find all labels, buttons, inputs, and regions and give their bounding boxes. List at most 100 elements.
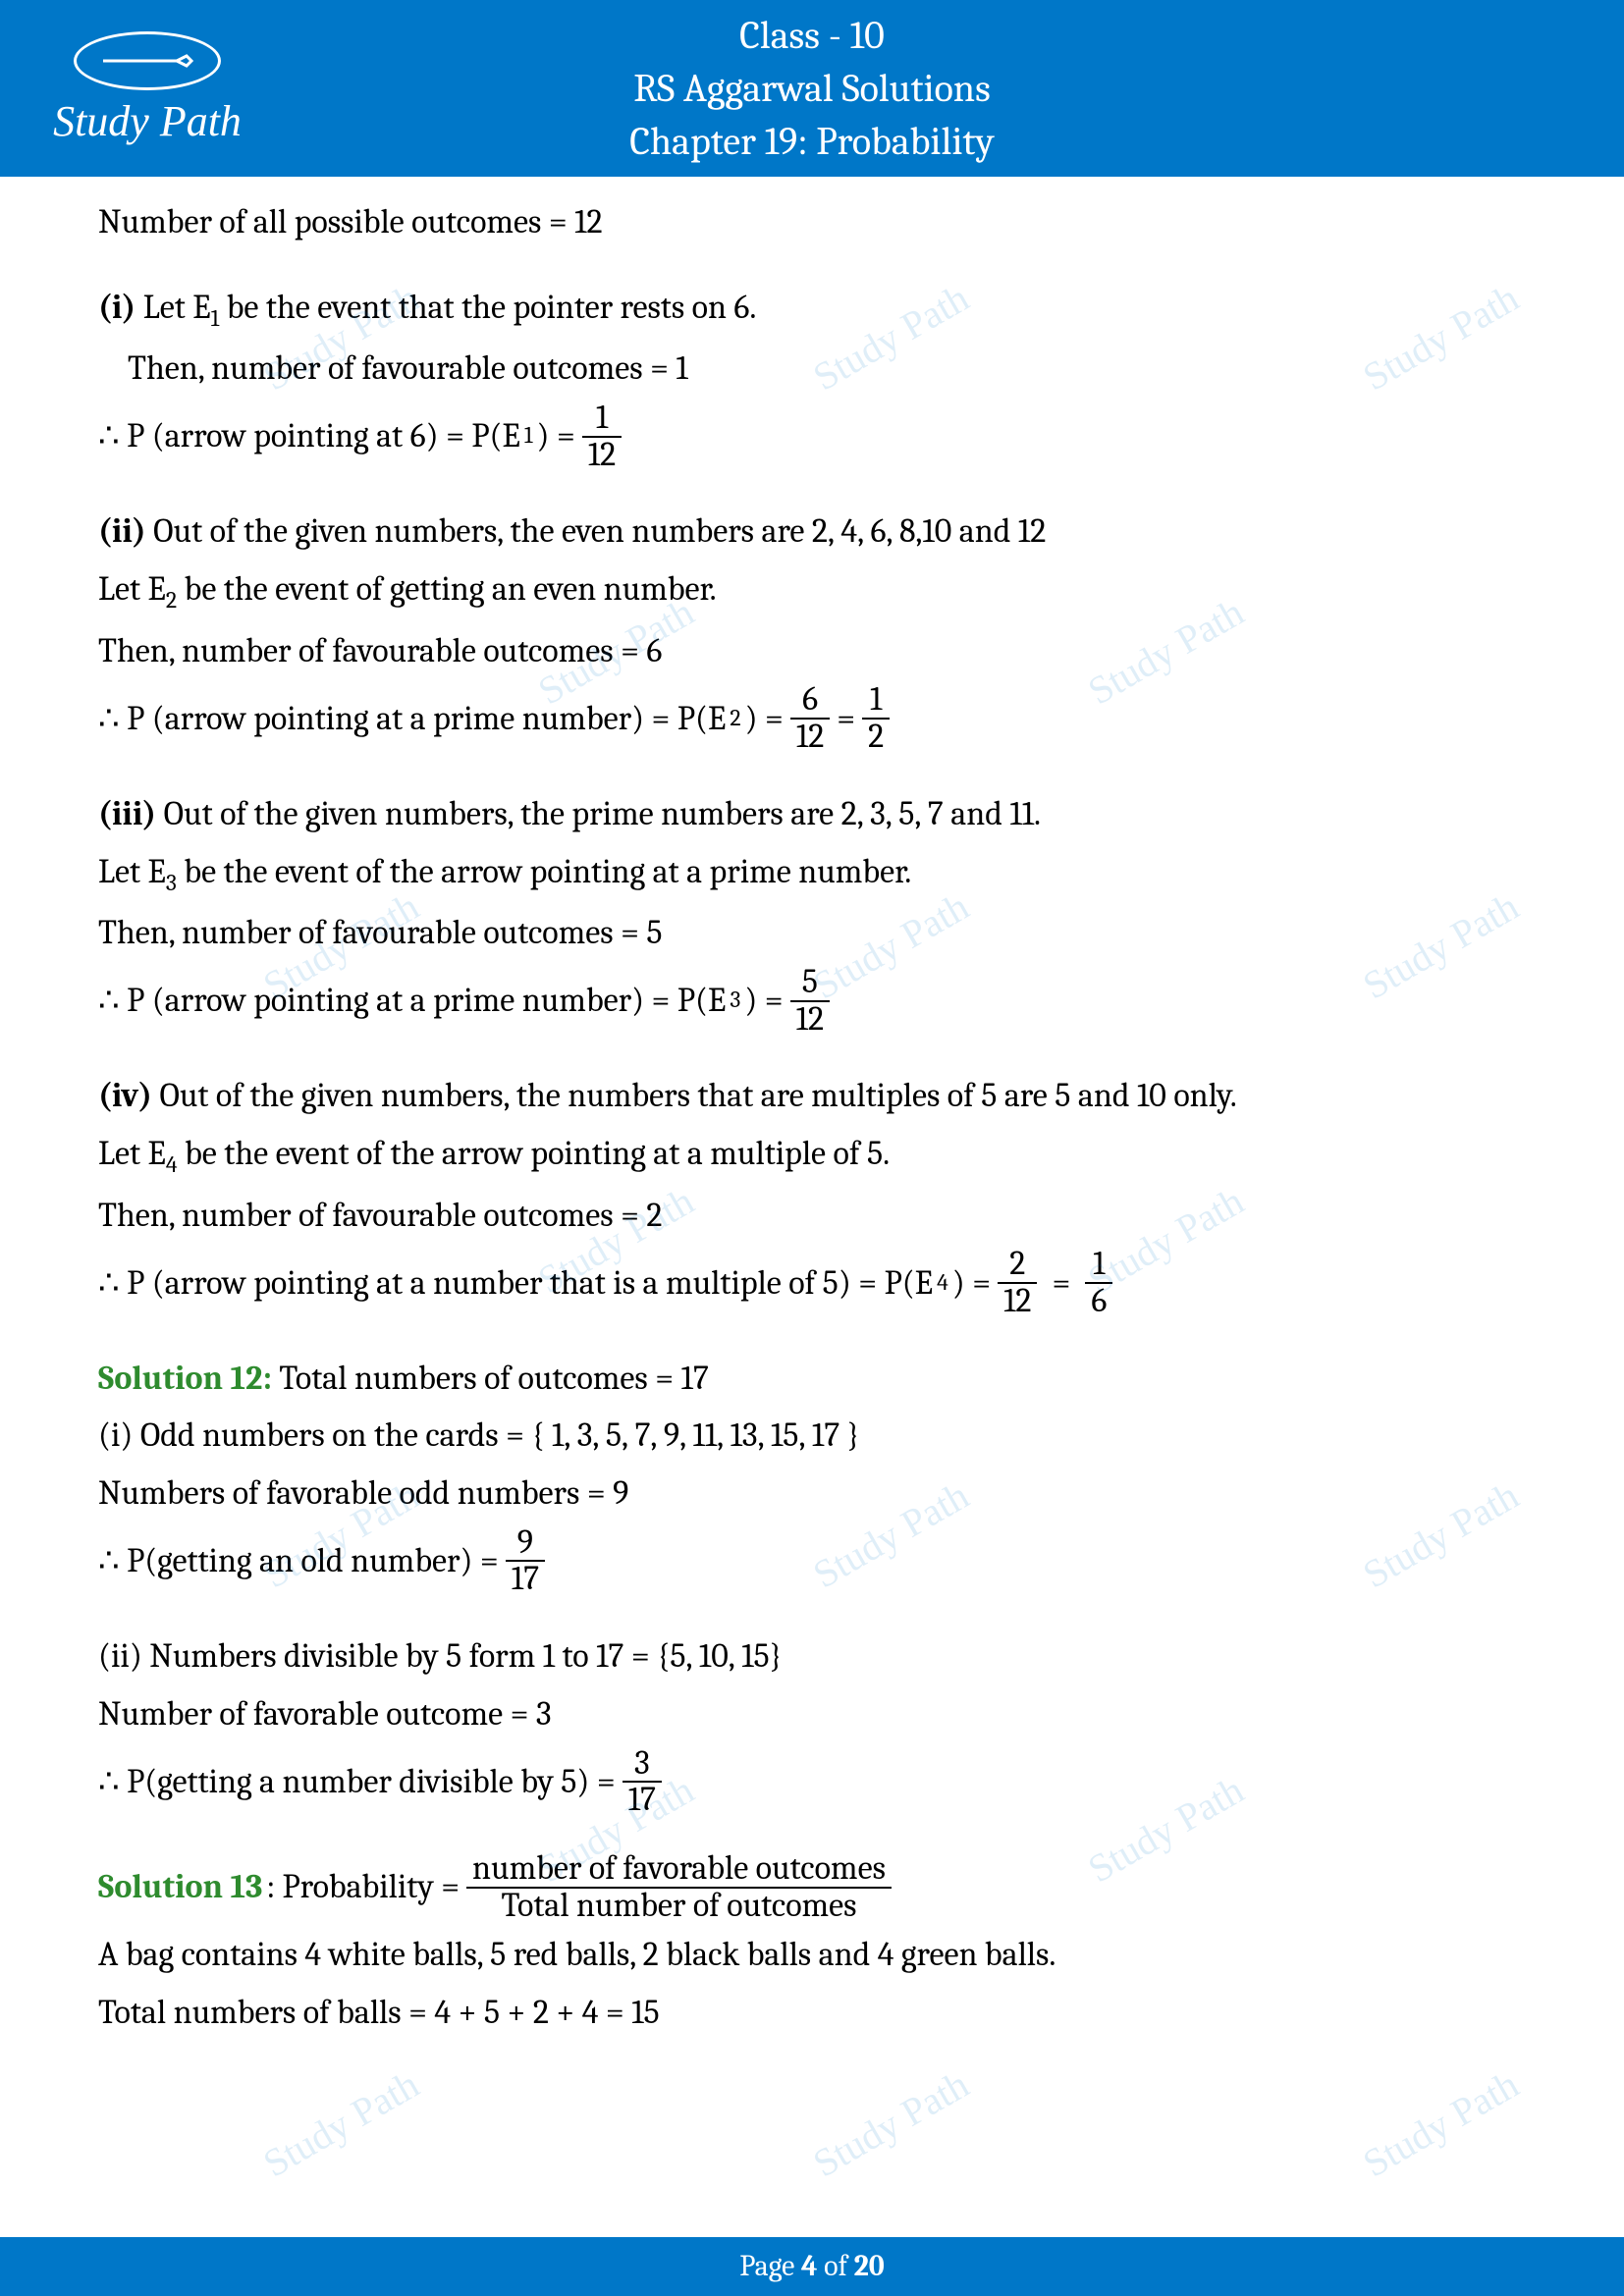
denominator: 12	[790, 720, 830, 755]
part-label: (iv)	[98, 1076, 152, 1115]
text: ) =	[952, 1257, 991, 1309]
fraction: 212	[995, 1247, 1040, 1318]
part-label: (iii)	[98, 794, 156, 833]
denominator: Total number of outcomes	[466, 1889, 892, 1924]
denominator: 12	[998, 1284, 1037, 1319]
denominator: 12	[790, 1002, 830, 1038]
text: ) =	[745, 693, 784, 745]
subscript: 4	[166, 1151, 178, 1178]
text-line: Then, number of favourable outcomes = 5	[98, 907, 1526, 959]
equation: ∴ P(getting a number divisible by 5) = 3…	[98, 1746, 1526, 1818]
text: Out of the given numbers, the numbers th…	[152, 1076, 1237, 1115]
denominator: 6	[1085, 1284, 1112, 1319]
text: ∴ P (arrow pointing at a prime number) =…	[98, 693, 726, 745]
subscript: 3	[730, 983, 740, 1019]
fraction: number of favorable outcomesTotal number…	[463, 1851, 894, 1923]
text: ∴ P(getting an old number) =	[98, 1535, 499, 1587]
part-i: (i) Let E1 be the event that the pointer…	[98, 282, 1526, 338]
text: Total numbers of outcomes = 17	[272, 1359, 709, 1398]
text: be the event of the arrow pointing at a …	[178, 1134, 891, 1173]
text: =	[1044, 1257, 1078, 1309]
fraction: 16	[1082, 1247, 1115, 1318]
text-line: Let E3 be the event of the arrow pointin…	[98, 846, 1526, 902]
text-line: Then, number of favourable outcomes = 6	[98, 625, 1526, 677]
text: ∴ P (arrow pointing at a prime number) =…	[98, 975, 726, 1027]
equation: ∴ P(getting an old number) = 917	[98, 1525, 1526, 1597]
fraction: 612	[787, 682, 833, 754]
equation: ∴ P (arrow pointing at 6) = P(E1) = 112	[98, 400, 1526, 472]
part-label: (ii)	[98, 511, 146, 551]
text: Let E	[98, 1134, 166, 1173]
subscript: 1	[524, 418, 533, 454]
text-line: Let E4 be the event of the arrow pointin…	[98, 1128, 1526, 1184]
numerator: 5	[790, 965, 830, 1002]
fraction: 12	[859, 682, 893, 754]
text: ∴ P (arrow pointing at a number that is …	[98, 1257, 933, 1309]
page-content: Number of all possible outcomes = 12 (i)…	[0, 177, 1624, 2084]
denominator: 17	[623, 1783, 662, 1818]
text-line: (i) Odd numbers on the cards = { 1, 3, 5…	[98, 1410, 1526, 1462]
text: ∴ P (arrow pointing at 6) = P(E	[98, 410, 520, 462]
text-line: Let E2 be the event of getting an even n…	[98, 563, 1526, 619]
denominator: 17	[506, 1562, 545, 1597]
equation: ∴ P (arrow pointing at a prime number) =…	[98, 682, 1526, 754]
subscript: 4	[937, 1265, 948, 1302]
footer-pre: Page	[739, 2249, 801, 2283]
text: =	[837, 693, 855, 745]
subscript: 3	[166, 869, 177, 895]
page-header: Study Path Class - 10 RS Aggarwal Soluti…	[0, 0, 1624, 177]
part-ii: (ii) Out of the given numbers, the even …	[98, 506, 1526, 558]
numerator: 9	[506, 1525, 545, 1563]
text-line: Then, number of favourable outcomes = 1	[98, 343, 1526, 395]
text-line: Numbers of favorable odd numbers = 9	[98, 1468, 1526, 1520]
subscript: 2	[166, 587, 177, 614]
denominator: 12	[582, 438, 622, 473]
numerator: 1	[862, 682, 890, 720]
equation: ∴ P (arrow pointing at a prime number) =…	[98, 965, 1526, 1037]
header-line2: RS Aggarwal Solutions	[255, 62, 1369, 115]
text-line: Number of favorable outcome = 3	[98, 1688, 1526, 1740]
solution-label: Solution 12:	[98, 1359, 272, 1398]
fraction: 317	[620, 1746, 665, 1818]
part-iv: (iv) Out of the given numbers, the numbe…	[98, 1070, 1526, 1122]
numerator: 2	[998, 1247, 1037, 1284]
text: be the event of the arrow pointing at a …	[177, 852, 911, 891]
pencil-icon	[74, 31, 221, 90]
text-line: A bag contains 4 white balls, 5 red ball…	[98, 1929, 1526, 1981]
text: ) =	[744, 975, 783, 1027]
text: Out of the given numbers, the even numbe…	[146, 511, 1047, 551]
text: be the event that the pointer rests on 6…	[219, 288, 756, 327]
header-line1: Class - 10	[255, 9, 1369, 62]
header-titles: Class - 10 RS Aggarwal Solutions Chapter…	[255, 9, 1369, 168]
numerator: 3	[623, 1746, 662, 1784]
text-line: Total numbers of balls = 4 + 5 + 2 + 4 =…	[98, 1987, 1526, 2039]
numerator: number of favorable outcomes	[466, 1851, 892, 1889]
fraction: 917	[503, 1525, 548, 1597]
subscript: 1	[211, 304, 220, 331]
page-footer: Page 4 of 20	[0, 2237, 1624, 2296]
text: be the event of getting an even number.	[177, 569, 717, 609]
fraction: 512	[787, 965, 833, 1037]
denominator: 2	[862, 720, 890, 755]
footer-mid: of	[818, 2249, 854, 2283]
logo: Study Path	[39, 31, 255, 146]
text: Out of the given numbers, the prime numb…	[156, 794, 1041, 833]
text: : Probability =	[266, 1861, 460, 1913]
text: Let E	[98, 569, 166, 609]
text: ∴ P(getting a number divisible by 5) =	[98, 1756, 616, 1808]
header-line3: Chapter 19: Probability	[255, 115, 1369, 168]
text: ) =	[537, 410, 575, 462]
text: Let E	[135, 288, 210, 327]
text-line: Number of all possible outcomes = 12	[98, 196, 1526, 248]
numerator: 1	[582, 400, 622, 438]
numerator: 6	[790, 682, 830, 720]
subscript: 2	[730, 701, 740, 737]
fraction: 112	[579, 400, 624, 472]
part-iii: (iii) Out of the given numbers, the prim…	[98, 788, 1526, 840]
page-total: 20	[854, 2249, 885, 2283]
page-number: 4	[801, 2249, 818, 2283]
logo-text: Study Path	[53, 96, 242, 146]
text-line: Then, number of favourable outcomes = 2	[98, 1190, 1526, 1242]
equation: ∴ P (arrow pointing at a number that is …	[98, 1247, 1526, 1318]
text: Let E	[98, 852, 166, 891]
